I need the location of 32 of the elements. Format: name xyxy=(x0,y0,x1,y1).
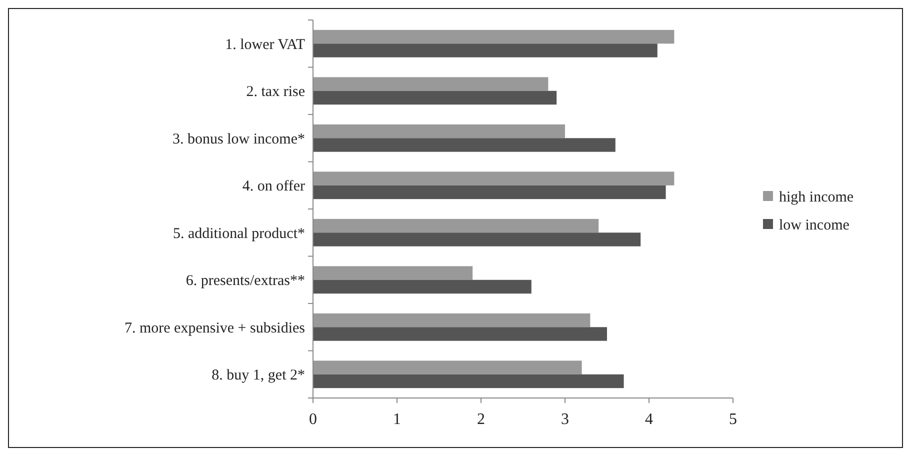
bar xyxy=(313,90,557,105)
bar xyxy=(313,138,616,152)
legend-label: high income xyxy=(779,189,854,206)
bar xyxy=(313,30,674,44)
y-tick-label: 6. presents/extras** xyxy=(186,273,305,290)
x-tick-label: 5 xyxy=(729,411,737,428)
y-tick-label: 2. tax rise xyxy=(246,84,306,100)
y-tick-label: 1. lower VAT xyxy=(225,36,305,53)
bar xyxy=(313,280,532,294)
bar xyxy=(313,327,607,341)
bar xyxy=(313,172,674,186)
y-tick-label: 4. on offer xyxy=(242,178,305,195)
x-tick-label: 1 xyxy=(393,411,401,428)
bar xyxy=(313,44,658,58)
y-tick-label: 3. bonus low income* xyxy=(172,131,305,148)
bar xyxy=(313,77,548,91)
y-tick-label: 7. more expensive + subsidies xyxy=(124,320,306,336)
bar xyxy=(313,266,473,280)
x-tick-label: 4 xyxy=(645,411,653,428)
bar xyxy=(313,232,641,246)
y-tick-label: 8. buy 1, get 2* xyxy=(212,368,305,384)
x-tick-label: 0 xyxy=(309,411,317,428)
bar xyxy=(313,360,582,374)
y-tick-label: 5. additional product* xyxy=(172,226,305,242)
bar xyxy=(313,313,590,328)
bar xyxy=(313,185,666,200)
x-tick-label: 3 xyxy=(561,411,569,428)
legend-label: low income xyxy=(779,217,850,234)
bar xyxy=(313,124,565,138)
x-tick-label: 2 xyxy=(477,411,485,428)
bar xyxy=(313,218,599,233)
bar xyxy=(313,374,624,388)
